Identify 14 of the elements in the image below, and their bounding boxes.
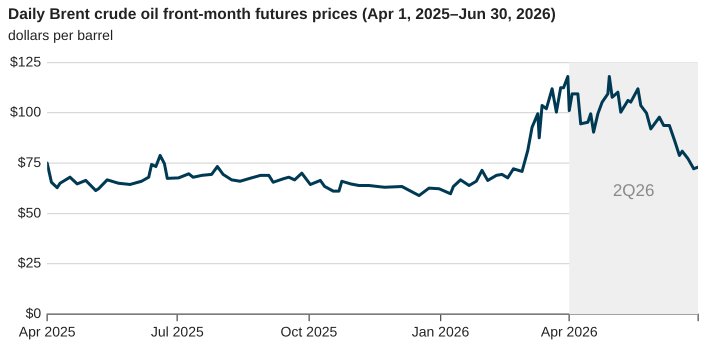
x-tick-label: Jul 2025 [150, 323, 204, 340]
y-tick-label: $125 [10, 53, 42, 70]
y-tick-label: $25 [18, 254, 42, 271]
y-tick-label: $0 [26, 305, 42, 322]
x-tick-label: Jan 2026 [412, 323, 470, 340]
band-label: 2Q26 [612, 180, 654, 200]
chart-title: Daily Brent crude oil front-month futures prices (Apr 1, 2025–Jun 30, 2026) [8, 6, 556, 24]
y-tick-label: $75 [18, 154, 42, 170]
x-tick-label: Apr 2025 [18, 323, 76, 340]
y-tick-label: $100 [10, 104, 42, 120]
x-tick-label: Apr 2026 [540, 323, 598, 340]
x-tick-label: Oct 2025 [280, 323, 338, 340]
y-tick-label: $50 [18, 204, 42, 220]
chart-subtitle: dollars per barrel [8, 27, 114, 43]
